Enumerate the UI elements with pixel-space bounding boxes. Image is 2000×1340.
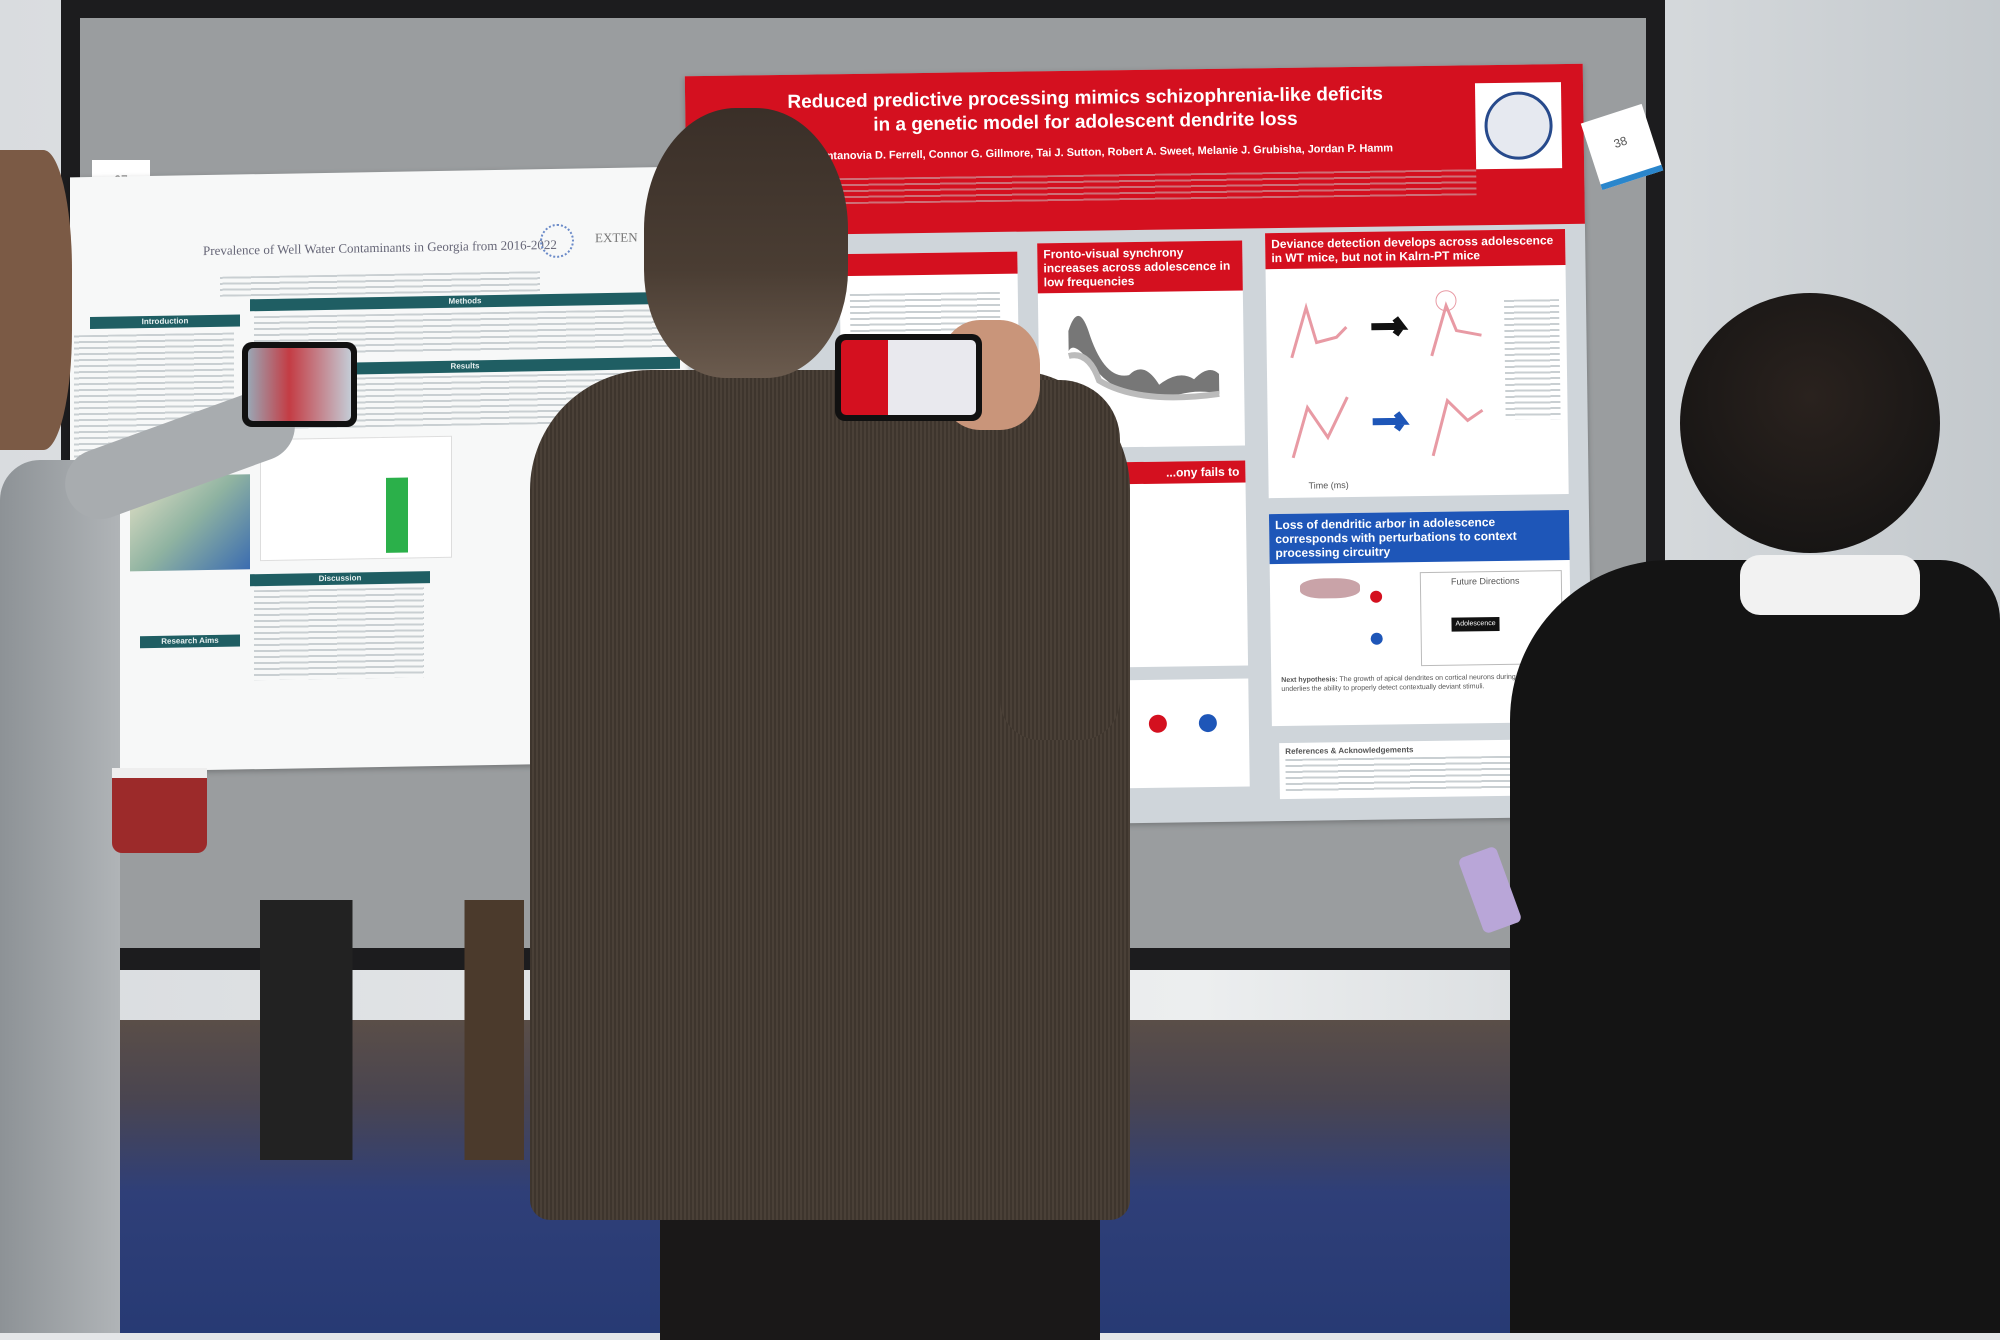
poster-right: Reduced predictive processing mimics sch…: [684, 63, 1594, 830]
results-bar-chart: [260, 435, 452, 562]
panel-header: Loss of dendritic arbor in adolescence c…: [1268, 510, 1570, 565]
person-right-white-collar: [1740, 555, 1920, 615]
synchrony-line-chart: [1067, 315, 1220, 401]
poster-authors: Antanovia D. Ferrell, Connor G. Gillmore…: [818, 142, 1394, 163]
poster-left-authors: [220, 271, 540, 297]
university-seal-logo: [1474, 82, 1563, 170]
panel-deviance-detection: Deviance detection develops across adole…: [1265, 229, 1569, 499]
person-center-arm: [1000, 380, 1120, 740]
chart-bar: [386, 477, 408, 553]
section-introduction: Introduction: [90, 314, 240, 330]
x-axis-label: Time (ms): [1308, 480, 1349, 491]
discussion-text: [254, 587, 424, 681]
poster-left-title: Prevalence of Well Water Contaminants in…: [203, 236, 557, 259]
blue-arrow-icon: [1372, 411, 1410, 432]
phone-screen: [841, 340, 976, 415]
deviance-figure: [1290, 290, 1484, 459]
seal-icon: [1484, 91, 1554, 161]
phone-screen: [248, 348, 351, 421]
red-dot-icon: [1370, 590, 1383, 603]
adolescence-arrow: Adolescence: [1451, 616, 1500, 632]
series-band: [1068, 315, 1220, 398]
section-research-aims: Research Aims: [140, 634, 240, 649]
kalrn-pre-trace: [1291, 396, 1349, 459]
red-dot-icon: [1148, 714, 1167, 733]
blue-dot-icon: [1370, 632, 1383, 645]
logo-icon: [540, 223, 574, 259]
kalrn-adult-trace: [1431, 397, 1484, 457]
wt-adult-trace: [1430, 301, 1482, 357]
smartphone-center: [835, 334, 982, 421]
panel-header: [839, 251, 1018, 277]
person-left-head: [0, 150, 72, 450]
highlight-circle: [1435, 290, 1457, 312]
wt-pre-trace: [1290, 302, 1348, 359]
panel-header: Deviance detection develops across adole…: [1265, 229, 1566, 270]
university-logo: EXTEN: [595, 229, 638, 246]
series-band-light: [1067, 352, 1220, 401]
person-right-black-sweater: [1510, 560, 2000, 1333]
brain-figure: [1299, 577, 1361, 599]
references-heading: References & Acknowledgements: [1285, 745, 1414, 756]
smartphone-left: [242, 342, 357, 427]
panel-text: [1503, 299, 1561, 420]
coffee-cup: [112, 768, 207, 853]
person-center-head: [644, 108, 848, 378]
poster-title: Reduced predictive processing mimics sch…: [705, 81, 1466, 140]
section-discussion: Discussion: [250, 571, 430, 587]
blue-dot-icon: [1198, 713, 1217, 733]
person-left-gray-jacket: [0, 460, 120, 1333]
black-arrow-icon: [1371, 316, 1409, 337]
poster-affiliations: [776, 169, 1477, 206]
panel-header: Fronto-visual synchrony increases across…: [1037, 240, 1243, 294]
next-hypothesis-label: Next hypothesis:: [1281, 676, 1338, 685]
person-right-head: [1680, 293, 1940, 553]
future-directions-label: Future Directions: [1450, 575, 1520, 587]
panel-fronto-visual: Fronto-visual synchrony increases across…: [1037, 240, 1245, 449]
